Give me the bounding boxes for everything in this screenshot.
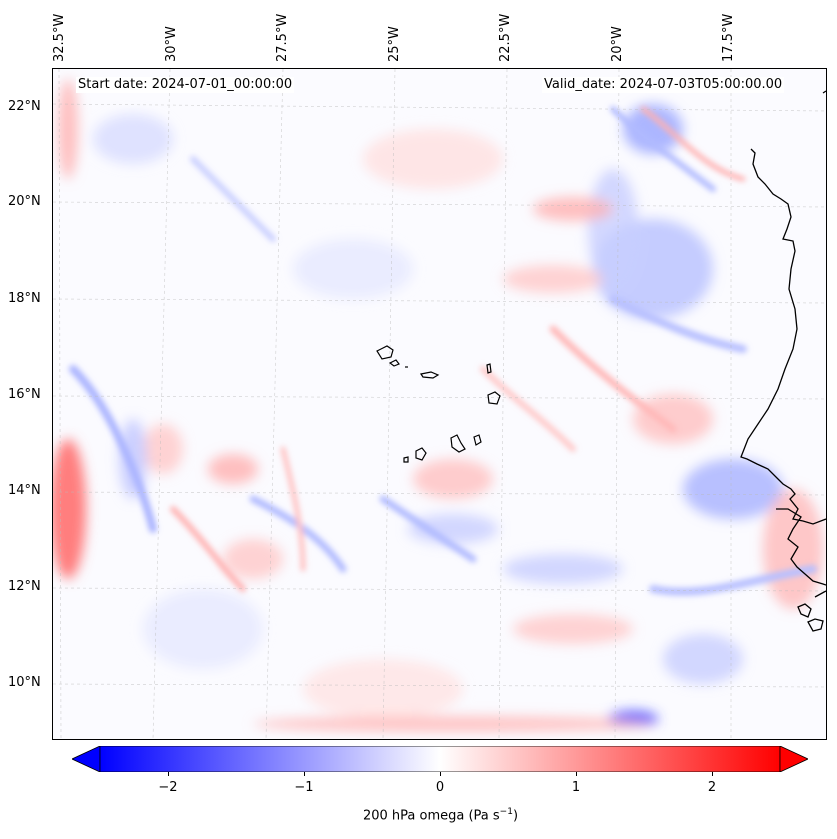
lon-label: 32.5°W — [52, 13, 67, 62]
lon-label: 22.5°W — [498, 13, 513, 62]
blue-streak — [649, 565, 817, 596]
red-blob — [223, 539, 283, 579]
blue-streak — [249, 495, 347, 573]
red-streak — [280, 446, 306, 572]
colorbar-label-main: 200 hPa omega (Pa s — [362, 808, 500, 824]
lon-label: 20°W — [610, 26, 625, 62]
colorbar-body — [99, 746, 781, 772]
omega-field — [53, 69, 826, 739]
colorbar-tick-mark — [168, 772, 169, 776]
gridlines — [53, 69, 826, 739]
red-blob — [58, 79, 78, 179]
field-blobs — [53, 79, 823, 732]
african-coastline — [740, 90, 826, 632]
red-blob — [303, 659, 463, 719]
blue-blob — [663, 634, 743, 684]
lat-label: 22°N — [8, 99, 41, 114]
island-brava — [403, 456, 409, 463]
island-sal — [486, 363, 492, 374]
island-maio — [473, 434, 482, 446]
colorbar-tick-mark — [440, 772, 441, 776]
colorbar — [72, 746, 808, 772]
red-blob — [503, 265, 603, 293]
colorbar-label-close: ) — [512, 808, 519, 824]
colorbar-tick-label: 2 — [707, 780, 717, 795]
island-boa-vista — [487, 391, 501, 405]
blue-streak — [379, 495, 477, 563]
red-blob — [253, 716, 653, 732]
colorbar-tick-label: −1 — [294, 780, 314, 795]
valid-date-label: Valid_date: 2024-07-03T05:00:00.00 — [542, 77, 785, 93]
red-streak — [640, 106, 746, 182]
blue-blob — [588, 169, 638, 289]
blue-blob — [293, 239, 413, 299]
lat-label: 14°N — [8, 483, 41, 498]
colorbar-high-extension — [779, 746, 808, 772]
start-date-label: Start date: 2024-07-01_00:00:00 — [76, 77, 295, 93]
blue-streak — [190, 156, 276, 242]
cape-verde-islands — [376, 345, 501, 463]
blue-streak — [610, 106, 716, 192]
island-santiago — [450, 434, 466, 453]
red-blob — [633, 394, 713, 444]
red-blob — [363, 129, 503, 189]
blue-streak — [69, 365, 157, 533]
blue-blob — [623, 104, 683, 154]
lat-label: 16°N — [8, 387, 41, 402]
lon-label: 27.5°W — [275, 13, 290, 62]
lat-label: 18°N — [8, 291, 41, 306]
map-plot-area — [52, 68, 827, 740]
colorbar-tick-mark — [576, 772, 577, 776]
lat-label: 10°N — [8, 675, 41, 690]
colorbar-tick-mark — [304, 772, 305, 776]
blue-blob — [143, 589, 263, 669]
island-fogo — [415, 447, 427, 461]
lon-label: 25°W — [387, 26, 402, 62]
colorbar-tick-label: −2 — [158, 780, 178, 795]
blue-blob — [408, 514, 498, 544]
red-streak — [170, 506, 246, 592]
red-streak — [480, 366, 576, 452]
red-blob — [143, 424, 183, 474]
island-sao-vicente — [388, 359, 400, 367]
lat-label: 12°N — [8, 579, 41, 594]
lon-label: 30°W — [164, 26, 179, 62]
red-blob — [208, 454, 258, 484]
red-streak — [549, 325, 677, 433]
red-blob — [413, 459, 493, 499]
colorbar-label-exponent: −1 — [499, 807, 513, 817]
blue-blob — [93, 114, 173, 164]
blue-streak — [609, 295, 747, 353]
blue-blob — [683, 459, 783, 519]
colorbar-low-extension — [72, 746, 101, 772]
colorbar-label: 200 hPa omega (Pa s−1) — [0, 807, 837, 823]
colorbar-tick-label: 1 — [571, 780, 581, 795]
red-blob — [53, 439, 86, 579]
red-blob — [533, 197, 613, 221]
blue-blob — [503, 554, 623, 584]
island-sao-nicolau — [420, 371, 440, 379]
red-blob — [513, 614, 633, 644]
lat-label: 20°N — [8, 194, 41, 209]
field-streaks — [69, 106, 817, 596]
lon-label: 17.5°W — [721, 13, 736, 62]
island-santo-antao — [376, 345, 394, 360]
colorbar-tick-mark — [712, 772, 713, 776]
colorbar-tick-label: 0 — [435, 780, 445, 795]
